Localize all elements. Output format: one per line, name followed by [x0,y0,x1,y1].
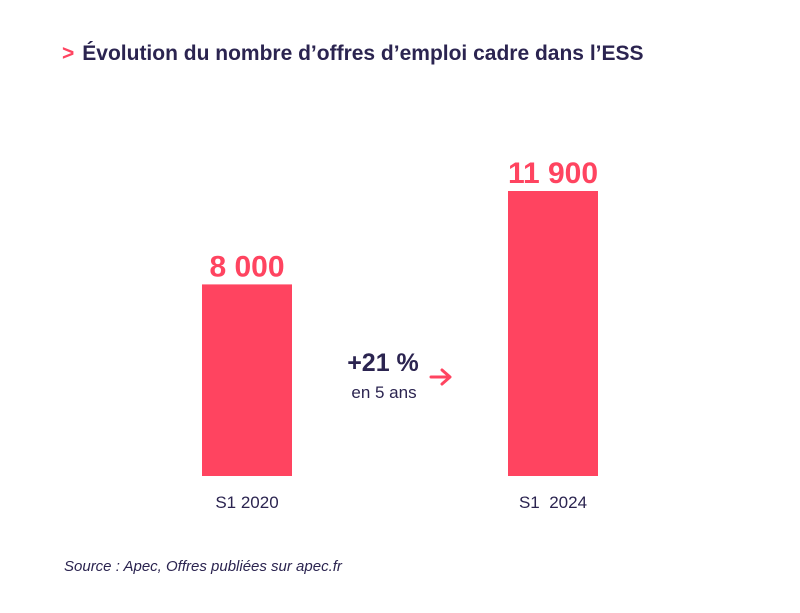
bar-2 [508,191,598,476]
bars-layer: 8 000 S1 2020 11 900 S1 2024 [202,157,598,512]
growth-percentage: +21 % [347,349,419,377]
source-note: Source : Apec, Offres publiées sur apec.… [64,558,342,575]
bar-1 [202,284,292,476]
chevron-right-icon: > [62,42,75,65]
growth-annotation: +21 % en 5 ans [347,349,452,402]
chart-title-text: Évolution du nombre d’offres d’emploi ca… [82,42,644,65]
bar-value-label: 11 900 [508,157,598,190]
bar-value-label: 8 000 [209,250,284,283]
growth-period: en 5 ans [351,383,416,402]
arrow-right-icon [429,368,452,386]
category-label: S1 2024 [519,493,587,512]
chart-title: > Évolution du nombre d’offres d’emploi c… [62,42,644,66]
category-label: S1 2020 [215,493,278,512]
